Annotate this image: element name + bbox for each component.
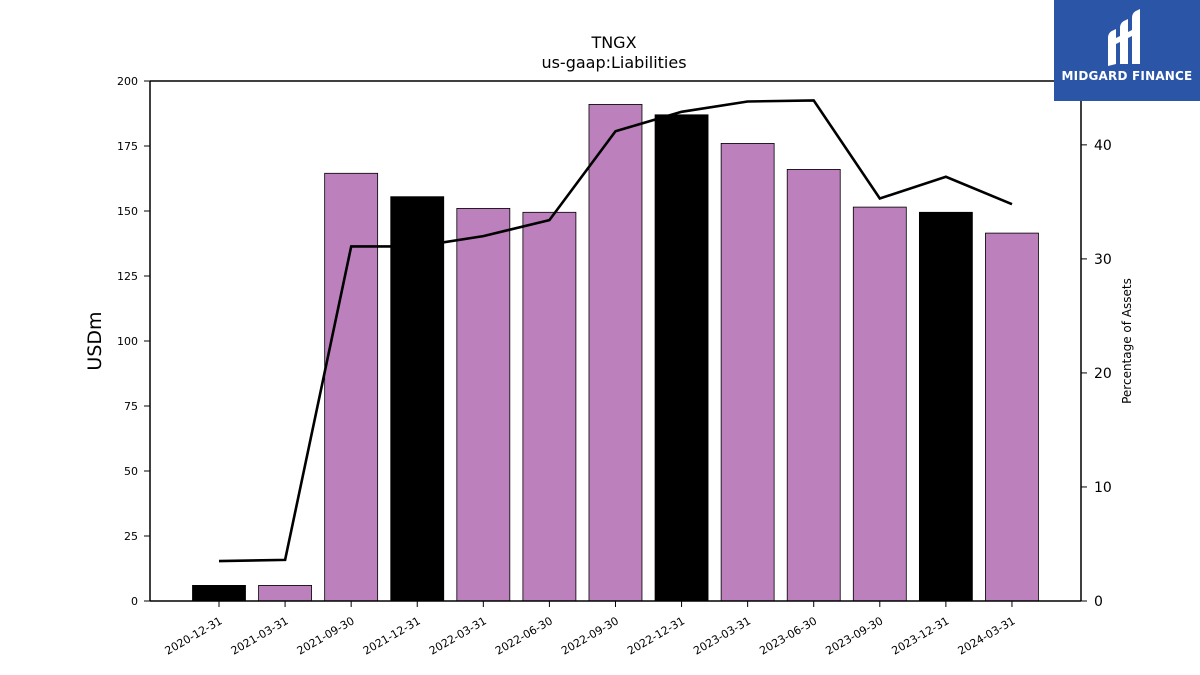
bar-2023-03-31 (720, 142, 775, 602)
y-tick-label: 25 (124, 530, 138, 543)
x-tick-label: 2023-12-31 (890, 614, 952, 657)
x-tick-label: 2021-09-30 (295, 614, 357, 657)
bar-2020-12-31 (192, 585, 246, 602)
logo-mark-icon (1108, 9, 1140, 66)
bar-2021-09-30 (324, 172, 379, 602)
x-tick-label: 2022-03-31 (427, 614, 489, 657)
y-tick-label: 200 (117, 75, 138, 88)
bar-2022-09-30 (588, 104, 643, 602)
x-tick-label: 2022-06-30 (493, 614, 555, 657)
line-percentage-of-assets (218, 99, 1013, 563)
bar-2022-03-31 (456, 207, 511, 602)
y2-tick-label: 30 (1094, 252, 1112, 268)
bar-2021-12-31 (390, 196, 445, 602)
y-tick-label: 125 (117, 270, 138, 283)
y-axis-label: USDm (84, 311, 106, 370)
x-tick-label: 2021-03-31 (229, 614, 291, 657)
bars-group (192, 104, 1039, 602)
x-tick-label: 2023-06-30 (757, 614, 819, 657)
bar-2022-12-31 (654, 114, 709, 602)
y-tick-label: 0 (131, 595, 138, 608)
bar-2023-06-30 (786, 168, 841, 602)
y-tick-label: 175 (117, 140, 138, 153)
y-tick-label: 75 (124, 400, 138, 413)
y-tick-label: 100 (117, 335, 138, 348)
bar-2023-12-31 (918, 211, 973, 602)
chart-subtitle: us-gaap:Liabilities (541, 53, 686, 72)
x-tick-label: 2021-12-31 (361, 614, 423, 657)
x-tick-label: 2020-12-31 (163, 614, 225, 657)
y2-tick-label: 40 (1094, 138, 1112, 154)
x-tick-label: 2023-03-31 (691, 614, 753, 657)
line-group (218, 99, 1013, 563)
x-tick-label: 2022-12-31 (625, 614, 687, 657)
x-tick-label: 2023-09-30 (823, 614, 885, 657)
y2-tick-label: 20 (1094, 366, 1112, 382)
brand-logo: MIDGARD FINANCE (1054, 0, 1200, 101)
x-tick-label: 2024-03-31 (956, 614, 1018, 657)
bar-2021-03-31 (258, 585, 312, 602)
chart-title: TNGX (590, 33, 636, 52)
y2-tick-label: 10 (1094, 480, 1112, 496)
y2-tick-label: 0 (1094, 594, 1103, 610)
bar-2023-09-30 (852, 206, 907, 602)
y-tick-label: 150 (117, 205, 138, 218)
y2-axis-label: Percentage of Assets (1120, 278, 1134, 404)
bar-2024-03-31 (985, 232, 1039, 602)
logo-text: MIDGARD FINANCE (1061, 69, 1193, 83)
bar-2022-06-30 (522, 211, 577, 602)
y-tick-label: 50 (124, 465, 138, 478)
x-tick-label: 2022-09-30 (559, 614, 621, 657)
